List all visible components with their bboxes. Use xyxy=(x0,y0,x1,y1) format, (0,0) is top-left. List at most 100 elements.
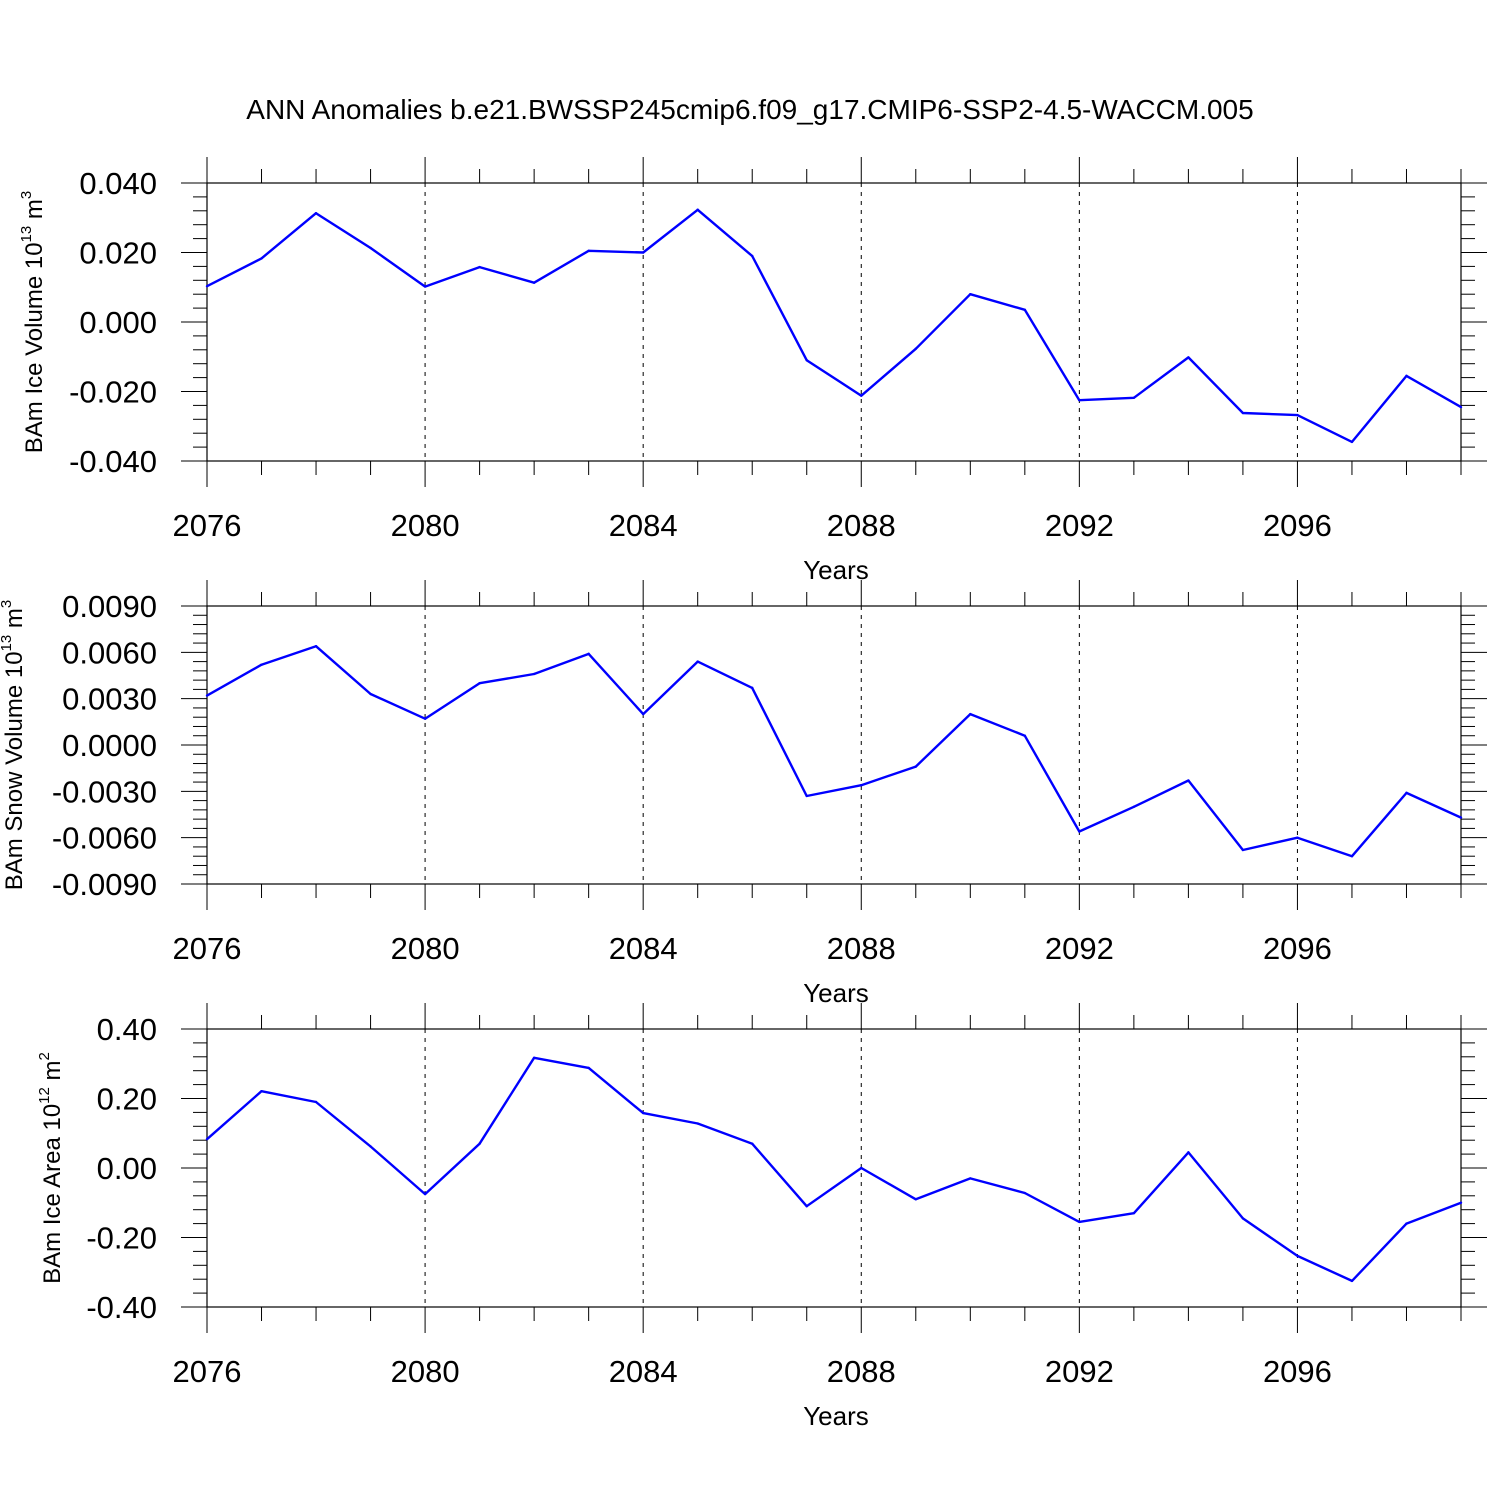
data-point xyxy=(751,686,754,690)
data-point xyxy=(696,208,699,211)
y-tick-label: 0.0030 xyxy=(62,682,157,717)
y-tick-label: 0.000 xyxy=(79,305,157,340)
y-tick-label: 0.40 xyxy=(97,1012,157,1047)
data-point xyxy=(260,257,263,260)
y-tick-label: -0.020 xyxy=(69,375,157,410)
data-point xyxy=(587,1066,590,1070)
data-point xyxy=(805,359,808,362)
data-point xyxy=(1078,830,1081,833)
x-tick-label: 2084 xyxy=(609,931,678,966)
data-point xyxy=(587,652,590,656)
panel-1: 2076 2080 2084 2088 2092 2096 Years 0.040 0.020 0… xyxy=(18,157,1487,585)
y-tick-label: 0.20 xyxy=(97,1082,157,1117)
y-tick-label: -0.20 xyxy=(86,1221,157,1256)
data-point xyxy=(423,285,427,288)
chart-title: ANN Anomalies b.e21.BWSSP245cmip6.f09_g1… xyxy=(246,94,1253,125)
data-point xyxy=(641,251,645,254)
x-axis-label: Years xyxy=(803,1401,869,1431)
data-point xyxy=(369,1145,372,1148)
y-axis-label: BAm Ice Volume 1013 m3 xyxy=(18,191,48,453)
data-point xyxy=(1459,405,1463,409)
x-tick-label: 2076 xyxy=(173,508,242,543)
data-point xyxy=(1078,398,1081,402)
x-axis-label: Years xyxy=(803,555,869,585)
data-point xyxy=(860,394,863,397)
data-point xyxy=(1405,374,1408,378)
y-tick-label: -0.040 xyxy=(69,444,157,479)
x-tick-label: 2092 xyxy=(1045,931,1114,966)
panel-3: 2076 2080 2084 2088 2092 2096 Years 0.40 0.20 0.0… xyxy=(36,1003,1487,1431)
data-point xyxy=(423,717,427,720)
y-tick-label: 0.0060 xyxy=(62,635,157,670)
data-point xyxy=(1023,734,1027,737)
data-point xyxy=(1459,816,1463,819)
x-tick-label: 2096 xyxy=(1263,1354,1332,1389)
y-tick-label: 0.00 xyxy=(97,1151,157,1186)
x-tick-label: 2076 xyxy=(173,931,242,966)
series-line xyxy=(206,1056,1462,1283)
x-tick-label: 2080 xyxy=(391,931,460,966)
y-axis-label: BAm Snow Volume 1013 m3 xyxy=(0,600,28,891)
data-point xyxy=(1023,308,1027,312)
data-point xyxy=(1187,779,1190,782)
data-point xyxy=(1241,848,1245,852)
data-point xyxy=(1241,1217,1245,1220)
data-point xyxy=(860,783,863,787)
data-point xyxy=(587,249,590,252)
data-point xyxy=(205,694,209,697)
data-point xyxy=(1241,411,1245,415)
data-point xyxy=(423,1192,427,1196)
y-tick-label: 0.0090 xyxy=(62,589,157,624)
data-point xyxy=(1350,855,1354,858)
plot-frame xyxy=(206,182,1462,462)
x-tick-label: 2084 xyxy=(609,1354,678,1389)
data-point xyxy=(314,212,318,215)
data-point xyxy=(969,712,972,716)
data-point xyxy=(805,1205,808,1208)
x-tick-label: 2088 xyxy=(827,1354,896,1389)
data-point xyxy=(696,1122,699,1125)
data-point xyxy=(369,692,372,696)
data-point xyxy=(1132,805,1136,808)
y-tick-label: -0.0060 xyxy=(52,821,157,856)
data-point xyxy=(1187,1151,1190,1154)
data-point xyxy=(1296,1254,1299,1258)
data-point xyxy=(1350,1279,1354,1283)
data-point xyxy=(205,1137,209,1141)
x-tick-label: 2096 xyxy=(1263,508,1332,543)
data-point xyxy=(1132,1211,1136,1215)
panel-2: 2076 2080 2084 2088 2092 2096 Years 0.0090 0.006… xyxy=(0,580,1487,1008)
data-point xyxy=(1405,1222,1408,1225)
data-point xyxy=(532,1056,536,1060)
data-point xyxy=(1187,356,1190,359)
data-point xyxy=(860,1166,863,1170)
data-point xyxy=(478,1142,481,1145)
y-tick-label: 0.040 xyxy=(79,166,157,201)
data-point xyxy=(914,765,917,768)
x-tick-label: 2092 xyxy=(1045,508,1114,543)
y-axis-label: BAm Ice Area 1012 m2 xyxy=(36,1052,66,1284)
x-tick-label: 2076 xyxy=(173,1354,242,1389)
data-point xyxy=(751,254,754,258)
data-point xyxy=(314,644,318,648)
x-tick-label: 2084 xyxy=(609,508,678,543)
data-point xyxy=(478,682,481,685)
data-point xyxy=(532,281,536,284)
data-point xyxy=(805,794,808,798)
data-point xyxy=(914,347,917,350)
y-tick-label: 0.020 xyxy=(79,236,157,271)
x-tick-label: 2080 xyxy=(391,1354,460,1389)
data-point xyxy=(1405,791,1408,795)
data-point xyxy=(1350,440,1354,444)
data-point xyxy=(696,660,699,663)
data-point xyxy=(1296,413,1299,417)
data-point xyxy=(369,246,372,250)
data-point xyxy=(314,1100,318,1104)
data-point xyxy=(751,1142,754,1145)
x-tick-label: 2080 xyxy=(391,508,460,543)
data-point xyxy=(969,1177,972,1180)
x-tick-label: 2088 xyxy=(827,931,896,966)
y-tick-label: -0.0090 xyxy=(52,867,157,902)
y-tick-label: 0.0000 xyxy=(62,728,157,763)
